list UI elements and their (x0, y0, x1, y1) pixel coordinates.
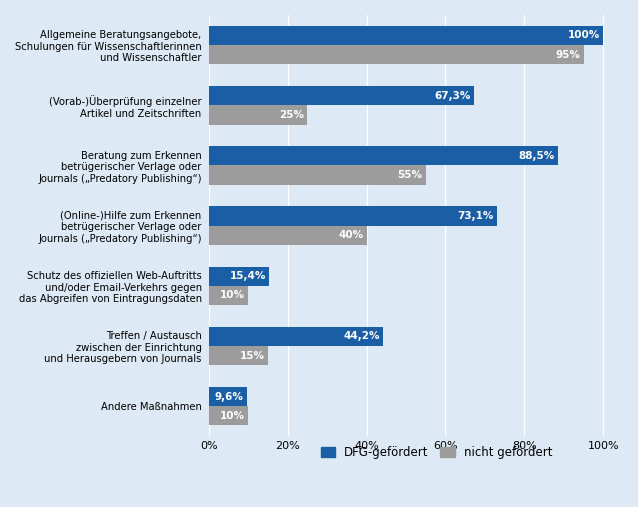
Text: 10%: 10% (220, 411, 245, 421)
Bar (209, 146, 558, 165)
Bar (209, 45, 584, 64)
Bar (209, 387, 246, 406)
Bar (209, 105, 308, 125)
Bar (209, 346, 268, 365)
Text: 15%: 15% (240, 351, 265, 360)
Text: 15,4%: 15,4% (230, 271, 266, 281)
Bar (209, 327, 383, 346)
Bar (209, 267, 269, 286)
Text: 9,6%: 9,6% (214, 391, 244, 402)
Text: 95%: 95% (556, 50, 581, 60)
Text: 55%: 55% (397, 170, 422, 180)
Bar (209, 26, 604, 45)
Text: 100%: 100% (568, 30, 600, 41)
Bar (209, 86, 474, 105)
Text: 88,5%: 88,5% (519, 151, 554, 161)
Text: 67,3%: 67,3% (434, 91, 471, 101)
Text: 10%: 10% (220, 291, 245, 301)
Bar (209, 406, 248, 425)
Bar (209, 226, 366, 245)
Text: 40%: 40% (338, 230, 364, 240)
Text: 44,2%: 44,2% (343, 332, 380, 341)
Bar (209, 165, 426, 185)
Text: 73,1%: 73,1% (457, 211, 494, 221)
Text: 25%: 25% (279, 110, 304, 120)
Bar (209, 206, 497, 226)
Legend: DFG-gefördert, nicht gefördert: DFG-gefördert, nicht gefördert (316, 442, 558, 464)
Bar (209, 286, 248, 305)
